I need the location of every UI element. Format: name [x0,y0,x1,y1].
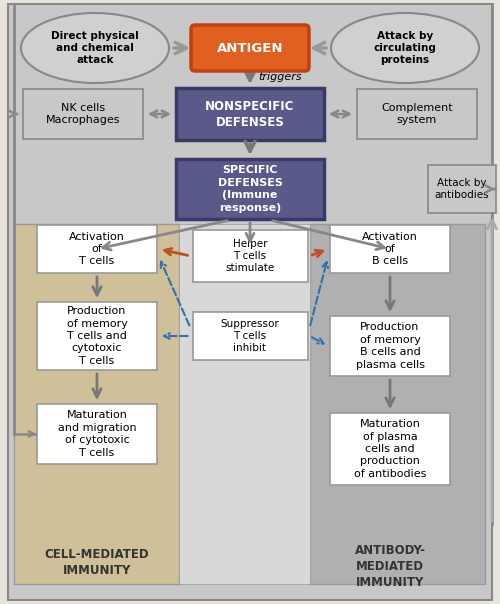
Text: SPECIFIC
DEFENSES
(Immune
response): SPECIFIC DEFENSES (Immune response) [218,165,282,213]
Text: CELL-MEDIATED
IMMUNITY: CELL-MEDIATED IMMUNITY [44,547,150,576]
FancyBboxPatch shape [176,159,324,219]
FancyBboxPatch shape [176,88,324,140]
Text: Direct physical
and chemical
attack: Direct physical and chemical attack [51,31,139,65]
FancyBboxPatch shape [357,89,477,139]
Text: Activation
of
T cells: Activation of T cells [69,231,125,266]
FancyBboxPatch shape [330,413,450,485]
Text: Helper
T cells
stimulate: Helper T cells stimulate [226,239,274,274]
FancyBboxPatch shape [428,165,496,213]
FancyBboxPatch shape [191,25,309,71]
FancyBboxPatch shape [37,225,157,273]
FancyBboxPatch shape [37,404,157,464]
FancyBboxPatch shape [179,224,310,584]
Text: Activation
of
B cells: Activation of B cells [362,231,418,266]
FancyBboxPatch shape [23,89,143,139]
Ellipse shape [21,13,169,83]
Text: Attack by
circulating
proteins: Attack by circulating proteins [374,31,436,65]
Text: ANTIGEN: ANTIGEN [217,42,283,54]
Text: Maturation
and migration
of cytotoxic
T cells: Maturation and migration of cytotoxic T … [58,410,136,458]
FancyBboxPatch shape [8,4,492,600]
Text: Maturation
of plasma
cells and
production
of antibodies: Maturation of plasma cells and productio… [354,419,426,479]
Text: Production
of memory
T cells and
cytotoxic
T cells: Production of memory T cells and cytotox… [66,306,128,366]
Text: Complement
system: Complement system [381,103,453,125]
Text: Attack by
antibodies: Attack by antibodies [434,178,490,200]
FancyBboxPatch shape [14,224,179,584]
Text: triggers: triggers [258,72,302,83]
Text: NK cells
Macrophages: NK cells Macrophages [46,103,120,125]
Text: NONSPECIFIC
DEFENSES: NONSPECIFIC DEFENSES [206,100,294,129]
FancyBboxPatch shape [192,312,308,360]
Text: ANTIBODY-
MEDIATED
IMMUNITY: ANTIBODY- MEDIATED IMMUNITY [354,544,426,588]
FancyBboxPatch shape [310,224,485,584]
FancyBboxPatch shape [192,230,308,282]
Text: Production
of memory
B cells and
plasma cells: Production of memory B cells and plasma … [356,323,424,370]
FancyBboxPatch shape [330,316,450,376]
Text: Suppressor
T cells
inhibit: Suppressor T cells inhibit [220,318,280,353]
Ellipse shape [331,13,479,83]
FancyBboxPatch shape [330,225,450,273]
FancyBboxPatch shape [37,302,157,370]
